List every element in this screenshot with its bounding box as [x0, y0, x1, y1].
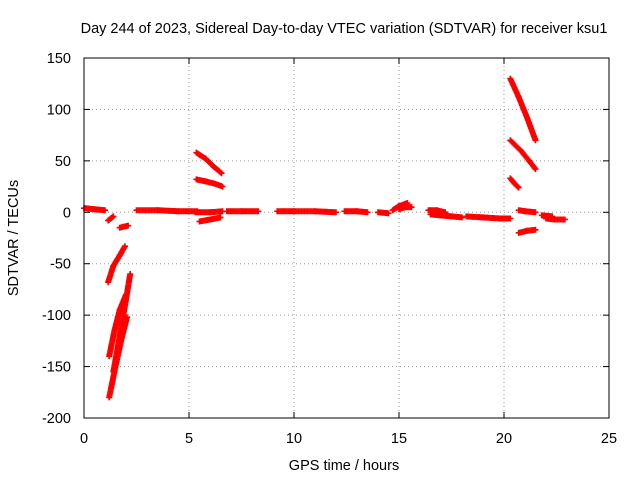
y-tick-label: -150: [42, 360, 71, 376]
data-series-segment: [515, 207, 539, 216]
data-series-segment: [427, 211, 465, 221]
data-point: [110, 213, 117, 220]
data-series-segment: [341, 208, 371, 216]
data-series-segment: [105, 213, 117, 224]
data-point: [218, 170, 225, 177]
data-series-segment: [116, 222, 132, 231]
data-series-segment: [193, 176, 226, 190]
data-point: [217, 214, 224, 221]
data-series-segment: [543, 215, 568, 223]
data-point: [109, 214, 116, 221]
data-point: [121, 243, 128, 250]
data-series-segment: [192, 208, 226, 216]
y-tick-label: -200: [42, 411, 71, 427]
data-series-segment: [463, 213, 514, 222]
x-tick-label: 10: [286, 431, 302, 447]
data-point: [459, 214, 465, 221]
data-series-segment: [274, 208, 339, 216]
data-point: [532, 137, 539, 144]
data-point: [125, 222, 132, 229]
y-tick-label: 0: [63, 205, 71, 221]
data-points: [81, 75, 568, 401]
data-point: [507, 215, 514, 222]
x-tick-label: 25: [601, 431, 617, 447]
data-series-segment: [375, 209, 392, 217]
data-point: [364, 209, 371, 216]
x-tick-label: 20: [496, 431, 512, 447]
y-axis-label: SDTVAR / TECUs: [6, 180, 22, 296]
y-tick-label: 100: [47, 102, 71, 118]
data-point: [219, 183, 226, 190]
data-point: [385, 210, 392, 217]
data-point: [217, 169, 224, 176]
data-point: [532, 209, 539, 216]
chart-title: Day 244 of 2023, Sidereal Day-to-day VTE…: [81, 21, 608, 37]
x-tick-label: 0: [80, 431, 88, 447]
x-tick-label: 15: [391, 431, 407, 447]
data-series-segment: [507, 175, 522, 191]
data-series-segment: [515, 226, 539, 236]
plot-frame: [83, 57, 610, 419]
data-series-segment: [396, 204, 415, 213]
data-point: [255, 208, 262, 215]
data-series-segment: [110, 271, 134, 375]
data-point: [102, 207, 108, 214]
x-axis-label: GPS time / hours: [289, 458, 399, 474]
data-series-segment: [507, 75, 539, 144]
data-series-segment: [193, 149, 225, 177]
data-point: [514, 183, 521, 190]
data-point: [333, 209, 339, 216]
data-point: [531, 164, 538, 171]
data-point: [408, 204, 415, 211]
y-tick-label: -50: [50, 257, 71, 273]
y-tick-label: 150: [47, 51, 71, 67]
y-tick-label: -100: [42, 308, 71, 324]
data-point: [532, 166, 539, 173]
data-series-segment: [196, 214, 224, 225]
data-series-segment: [105, 243, 128, 286]
data-series-segment: [507, 137, 539, 173]
grid: [84, 58, 609, 418]
data-point: [561, 216, 568, 223]
data-series-segment: [133, 207, 201, 215]
data-series-segment: [223, 208, 262, 215]
y-tick-label: 50: [55, 154, 71, 170]
x-tick-label: 5: [185, 431, 193, 447]
data-point: [532, 226, 539, 233]
axis-ticks: 0 5 10 15 20 25 -200 -150 -100 -50 0 50 100 150: [42, 51, 617, 447]
data-point: [515, 184, 522, 191]
data-point: [127, 271, 134, 277]
